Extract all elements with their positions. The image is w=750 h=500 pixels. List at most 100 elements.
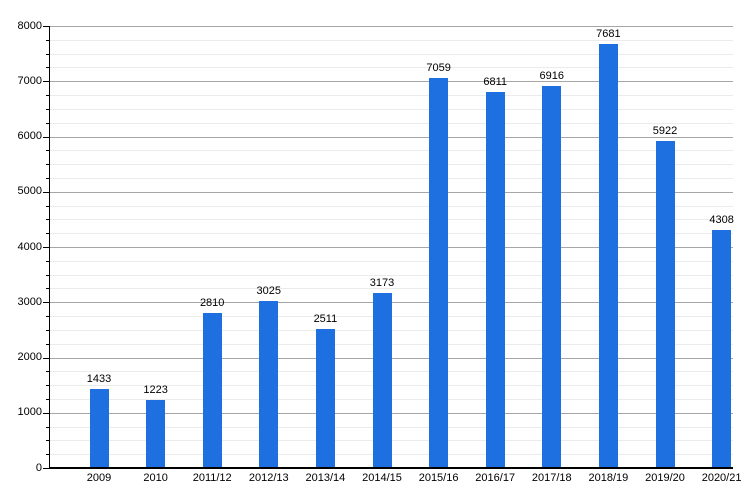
x-tick-label: 2009 <box>86 472 112 484</box>
y-minor-tick <box>46 426 50 428</box>
bar <box>542 85 562 468</box>
y-major-tick <box>43 468 50 469</box>
y-tick-label: 6000 <box>17 130 42 142</box>
y-minor-tick <box>46 219 50 221</box>
y-tick-label: 3000 <box>17 295 42 308</box>
bar <box>372 292 392 468</box>
bar-value-label: 6811 <box>483 75 508 88</box>
y-minor-tick <box>46 316 50 318</box>
y-minor-tick <box>46 274 50 276</box>
minor-gridline <box>50 274 733 276</box>
y-tick-label: 0 <box>35 461 42 474</box>
minor-gridline <box>50 260 733 262</box>
y-minor-tick <box>46 454 50 456</box>
y-minor-tick <box>46 177 50 179</box>
bar-value-label: 1433 <box>86 372 112 385</box>
y-minor-tick <box>46 385 50 387</box>
y-tick-label: 5000 <box>17 185 42 198</box>
y-tick-label: 1000 <box>17 406 42 419</box>
x-tick-label: 2015/16 <box>418 472 459 484</box>
x-tick-label: 2010 <box>143 472 168 484</box>
minor-gridline <box>50 150 733 152</box>
minor-gridline <box>50 39 733 41</box>
minor-gridline <box>50 316 733 318</box>
bar-value-label: 2511 <box>313 313 338 326</box>
y-minor-tick <box>46 108 50 110</box>
minor-gridline <box>50 440 733 442</box>
x-tick-label: 2011/12 <box>192 472 232 484</box>
major-gridline <box>50 81 733 83</box>
minor-gridline <box>50 95 733 97</box>
minor-gridline <box>50 426 733 428</box>
y-minor-tick <box>46 233 50 235</box>
bar-value-label: 3173 <box>369 276 395 289</box>
minor-gridline <box>50 67 733 69</box>
y-major-tick <box>43 302 50 304</box>
bar-value-label: 6916 <box>539 69 565 82</box>
minor-gridline <box>50 53 733 55</box>
y-minor-tick <box>46 164 50 166</box>
minor-gridline <box>50 385 733 387</box>
minor-gridline <box>50 398 733 400</box>
bar-value-label: 4308 <box>709 213 734 226</box>
y-tick-label: 2000 <box>17 351 42 363</box>
y-minor-tick <box>46 53 50 55</box>
bar <box>146 400 166 468</box>
y-minor-tick <box>46 39 50 41</box>
y-minor-tick <box>46 67 50 69</box>
y-major-tick <box>43 412 50 414</box>
y-minor-tick <box>46 329 50 331</box>
minor-gridline <box>50 177 733 179</box>
bar <box>89 388 109 468</box>
major-gridline <box>50 412 733 414</box>
x-tick-label: 2012/13 <box>248 472 289 484</box>
bar-value-label: 5922 <box>652 124 678 137</box>
x-tick-label: 2016/17 <box>475 472 516 484</box>
y-minor-tick <box>46 205 50 207</box>
x-tick-label: 2013/14 <box>305 472 346 484</box>
y-minor-tick <box>46 371 50 373</box>
minor-gridline <box>50 329 733 331</box>
minor-gridline <box>50 288 733 290</box>
bar <box>485 91 505 468</box>
bar-value-label: 2810 <box>199 296 225 309</box>
y-major-tick <box>43 26 50 27</box>
major-gridline <box>50 302 733 304</box>
minor-gridline <box>50 233 733 235</box>
y-major-tick <box>43 357 50 359</box>
y-minor-tick <box>46 288 50 290</box>
x-tick-label: 2017/18 <box>531 472 572 484</box>
y-tick-label: 8000 <box>17 19 42 32</box>
major-gridline <box>50 247 733 248</box>
y-minor-tick <box>46 260 50 262</box>
y-minor-tick <box>46 398 50 400</box>
minor-gridline <box>50 122 733 124</box>
bar <box>259 300 279 468</box>
y-major-tick <box>43 81 50 83</box>
minor-gridline <box>50 454 733 456</box>
bar-value-label: 7681 <box>596 27 621 40</box>
bar <box>202 312 222 468</box>
major-gridline <box>50 191 733 193</box>
bar-value-label: 3025 <box>256 284 282 297</box>
bar <box>598 43 618 468</box>
x-axis-line <box>48 467 733 469</box>
minor-gridline <box>50 164 733 166</box>
bar <box>429 77 449 468</box>
bar <box>315 329 335 468</box>
minor-gridline <box>50 371 733 373</box>
y-minor-tick <box>46 440 50 442</box>
x-tick-label: 2020/21 <box>701 472 742 484</box>
y-minor-tick <box>46 150 50 152</box>
major-gridline <box>50 136 733 138</box>
minor-gridline <box>50 205 733 207</box>
minor-gridline <box>50 219 733 221</box>
bar <box>712 229 732 468</box>
x-tick-label: 2014/15 <box>362 472 402 484</box>
y-minor-tick <box>46 122 50 124</box>
bar <box>655 140 675 468</box>
y-major-tick <box>43 136 50 138</box>
y-axis-line <box>48 26 50 468</box>
major-gridline <box>50 357 733 359</box>
